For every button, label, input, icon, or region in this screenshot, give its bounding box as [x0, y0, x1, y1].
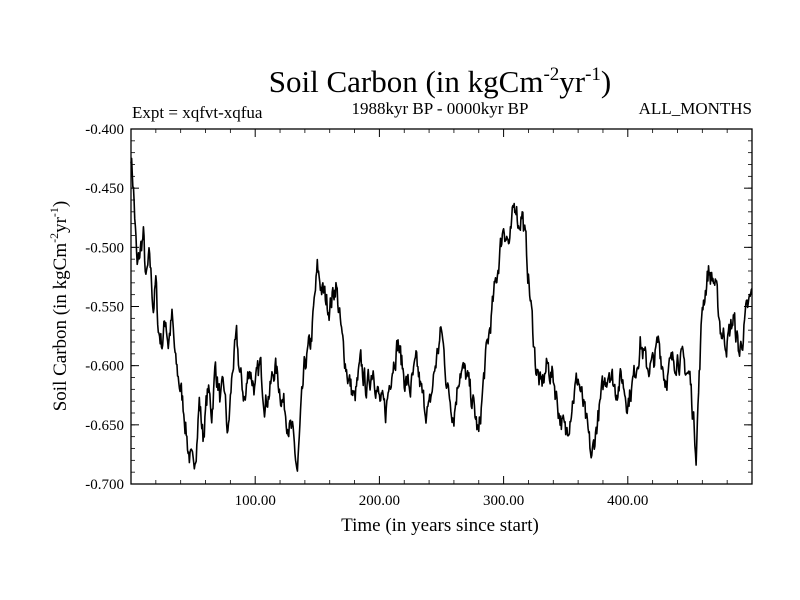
y-tick-label: -0.500 — [85, 240, 124, 256]
plot-frame — [130, 128, 753, 485]
x-tick-label: 200.00 — [359, 493, 400, 509]
y-tick-label: -0.700 — [85, 477, 124, 493]
y-tick-label: -0.600 — [85, 359, 124, 375]
x-tick-label: 400.00 — [607, 493, 648, 509]
x-axis-label: Time (in years since start) — [341, 515, 539, 536]
x-tick-label: 300.00 — [483, 493, 524, 509]
months-label: ALL_MONTHS — [639, 99, 752, 118]
experiment-label: Expt = xqfvt-xqfua — [132, 103, 263, 122]
series-line — [130, 157, 753, 472]
y-tick-label: -0.400 — [85, 122, 124, 138]
chart-title: Soil Carbon (in kgCm-2yr-1) — [269, 64, 612, 99]
x-tick-label: 100.00 — [235, 493, 276, 509]
y-tick-label: -0.450 — [85, 181, 124, 197]
time-range-label: 1988kyr BP - 0000kyr BP — [352, 99, 529, 118]
y-tick-label: -0.550 — [85, 300, 124, 316]
y-tick-label: -0.650 — [85, 418, 124, 434]
y-axis-label: Soil Carbon (in kgCm-2yr-1) — [47, 201, 71, 412]
axis-ticks: -0.700 -0.650 -0.600 -0.550 -0.500 -0.450 -0.4… — [85, 122, 752, 509]
